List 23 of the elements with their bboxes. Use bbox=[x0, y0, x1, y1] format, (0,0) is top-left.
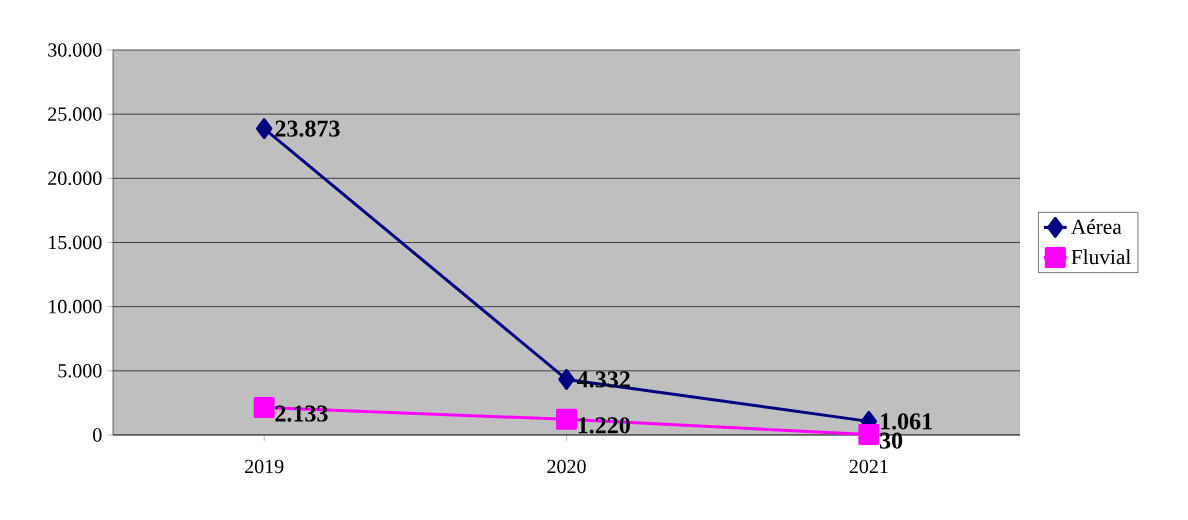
legend-label: Aérea bbox=[1071, 219, 1122, 235]
x-tick-label: 2019 bbox=[245, 459, 284, 474]
point bbox=[858, 424, 880, 446]
data-label: 1.061 bbox=[881, 413, 932, 430]
data-label: 30 bbox=[880, 432, 903, 449]
y-tick-label: 20.000 bbox=[48, 171, 102, 186]
x-tick-label: 2021 bbox=[849, 459, 888, 474]
data-label: 2.133 bbox=[275, 405, 328, 422]
y-tick-label: 30.000 bbox=[48, 43, 102, 57]
point bbox=[255, 118, 273, 140]
y-tick-label: 5.000 bbox=[58, 364, 102, 378]
legend-label: Fluvial bbox=[1071, 249, 1131, 265]
data-label: 4.332 bbox=[577, 371, 630, 388]
data-label: 23.873 bbox=[275, 120, 340, 137]
point bbox=[558, 368, 575, 390]
y-tick-label: 15.000 bbox=[49, 235, 102, 250]
data-label: 1.220 bbox=[578, 417, 630, 434]
y-tick-label: 25.000 bbox=[48, 107, 102, 121]
x-tick-label: 2020 bbox=[547, 459, 586, 474]
y-tick-label: 0 bbox=[93, 428, 102, 442]
point bbox=[253, 397, 275, 419]
y-tick-label: 10.000 bbox=[49, 299, 102, 314]
point bbox=[556, 408, 578, 430]
